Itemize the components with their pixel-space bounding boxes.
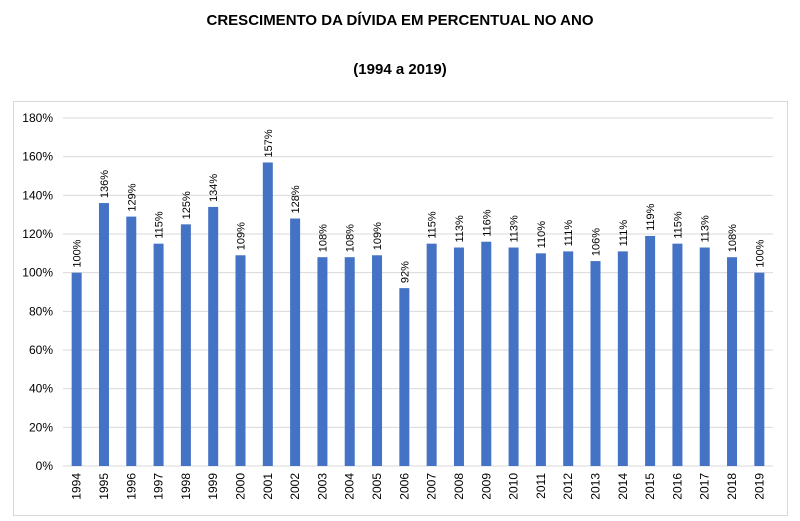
x-tick-label: 2011 — [534, 473, 548, 499]
bar — [180, 224, 191, 466]
x-tick-label: 2010 — [507, 473, 521, 500]
bar — [372, 255, 383, 466]
data-label: 115% — [154, 211, 166, 239]
x-tick-label: 2007 — [425, 473, 439, 500]
x-tick-label: 2005 — [370, 473, 384, 500]
bar — [563, 251, 574, 466]
bar — [399, 288, 410, 466]
data-label: 108% — [345, 224, 357, 252]
bar — [426, 243, 437, 466]
x-tick-label: 2014 — [616, 473, 630, 500]
x-tick-label: 2017 — [698, 473, 712, 500]
y-tick-label: 60% — [29, 343, 53, 357]
data-label: 134% — [208, 174, 220, 202]
chart-frame — [13, 101, 788, 516]
data-label: 92% — [399, 261, 411, 283]
x-tick-label: 1997 — [152, 473, 166, 500]
x-tick-label: 2002 — [288, 473, 302, 500]
y-tick-label: 80% — [29, 304, 53, 318]
x-tick-label: 1999 — [206, 473, 220, 500]
data-label: 128% — [290, 185, 302, 213]
bar — [262, 162, 273, 466]
x-tick-label: 2004 — [343, 473, 357, 500]
bar — [699, 247, 710, 466]
data-label: 113% — [509, 215, 521, 243]
bar — [727, 257, 738, 466]
x-tick-label: 2001 — [261, 473, 275, 500]
chart-title: CRESCIMENTO DA DÍVIDA EM PERCENTUAL NO A… — [206, 12, 594, 29]
data-label: 110% — [536, 221, 548, 249]
x-tick-label: 1995 — [97, 473, 111, 500]
data-label: 157% — [263, 129, 275, 157]
bar — [508, 247, 519, 466]
data-label: 100% — [754, 239, 766, 267]
data-label: 111% — [563, 220, 575, 247]
bar — [645, 235, 656, 466]
bar — [617, 251, 628, 466]
bar — [481, 241, 492, 466]
bar — [672, 243, 683, 466]
data-label: 108% — [317, 224, 329, 252]
bar — [453, 247, 464, 466]
x-tick-label: 2013 — [589, 473, 603, 500]
data-label: 115% — [672, 211, 684, 239]
y-tick-label: 120% — [22, 227, 53, 241]
y-tick-label: 160% — [22, 150, 53, 164]
data-label: 129% — [126, 183, 138, 211]
data-label: 116% — [481, 209, 493, 237]
data-label: 113% — [454, 215, 466, 243]
data-label: 111% — [618, 220, 630, 247]
y-tick-label: 140% — [22, 188, 53, 202]
x-tick-label: 2016 — [670, 473, 684, 500]
bar — [153, 243, 164, 466]
y-tick-label: 180% — [22, 111, 53, 125]
x-tick-label: 1996 — [124, 473, 138, 500]
bar — [126, 216, 137, 466]
y-tick-label: 40% — [29, 382, 53, 396]
data-label: 109% — [372, 222, 384, 250]
data-label: 113% — [700, 215, 712, 243]
bar — [208, 206, 219, 466]
data-label: 119% — [645, 203, 657, 231]
x-tick-label: 1998 — [179, 473, 193, 500]
bar — [98, 203, 109, 467]
x-tick-label: 2008 — [452, 473, 466, 500]
data-label: 109% — [236, 222, 248, 250]
x-tick-label: 2003 — [315, 473, 329, 500]
bar — [235, 255, 246, 466]
data-label: 136% — [99, 170, 111, 198]
bar — [317, 257, 328, 466]
data-label: 115% — [427, 211, 439, 239]
chart-subtitle: (1994 a 2019) — [353, 61, 447, 78]
x-tick-label: 2006 — [397, 473, 411, 500]
data-label: 100% — [72, 239, 84, 267]
data-label: 106% — [591, 228, 603, 256]
x-tick-label: 2000 — [234, 473, 248, 500]
bar — [754, 272, 765, 466]
y-tick-label: 0% — [36, 459, 54, 473]
bar — [290, 218, 301, 466]
bar — [535, 253, 546, 466]
x-tick-label: 1994 — [70, 473, 84, 500]
data-label: 108% — [727, 224, 739, 252]
bar — [344, 257, 355, 466]
x-tick-label: 2018 — [725, 473, 739, 500]
y-tick-label: 100% — [22, 266, 53, 280]
y-tick-label: 20% — [29, 420, 53, 434]
bar — [71, 272, 82, 466]
x-tick-label: 2009 — [479, 473, 493, 500]
x-tick-label: 2015 — [643, 473, 657, 500]
x-tick-label: 2019 — [752, 473, 766, 500]
x-tick-label: 2012 — [561, 473, 575, 500]
data-label: 125% — [181, 191, 193, 219]
bar — [590, 261, 601, 466]
